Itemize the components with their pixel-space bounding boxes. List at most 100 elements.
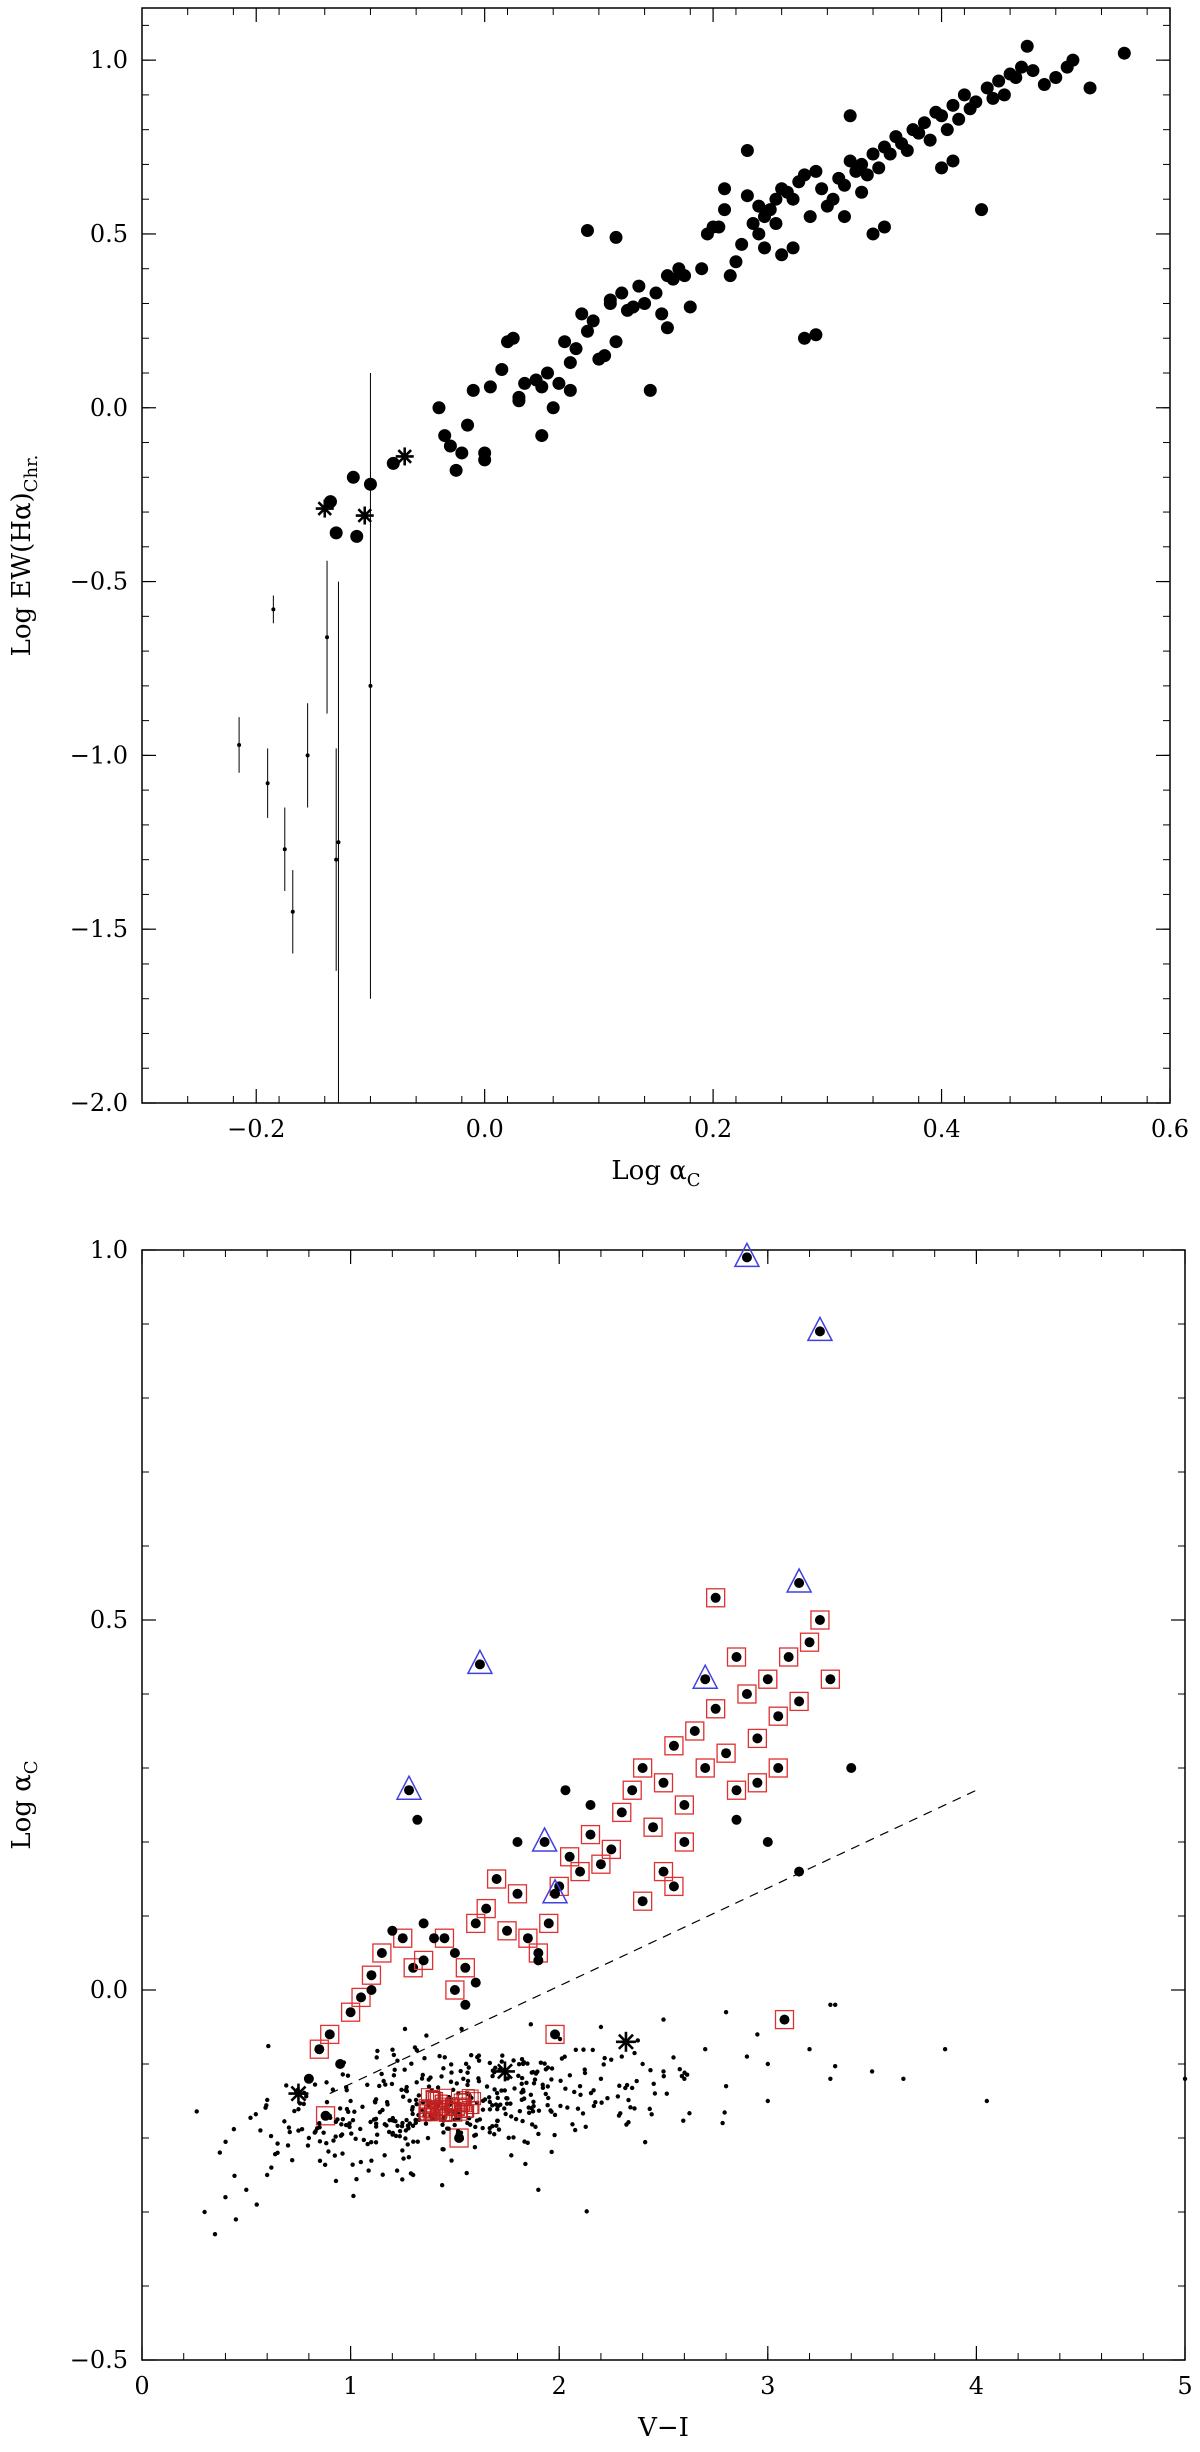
data-point: [400, 2177, 405, 2182]
data-point: [804, 1637, 815, 1648]
data-point: [460, 1999, 471, 2010]
data-point: [493, 2102, 499, 2107]
data-point: [577, 2084, 583, 2089]
data-point: [497, 2067, 502, 2072]
asterisk-marker: [494, 2061, 515, 2082]
data-point: [575, 2106, 581, 2111]
plot-frame: [141, 1249, 1186, 2361]
y-axis-title-main: Log α: [7, 1774, 37, 1849]
series-small-dot: [194, 2002, 1188, 2237]
y-tick-label: −0.5: [70, 2346, 128, 2374]
data-point: [498, 2102, 503, 2107]
data-point: [825, 1674, 836, 1685]
data-point: [582, 2070, 588, 2076]
data-point: [439, 1933, 450, 1944]
x-tick-label: −0.2: [227, 1115, 285, 1143]
data-point: [752, 1777, 763, 1788]
data-point: [512, 2086, 517, 2091]
data-point: [563, 383, 577, 397]
series-filled-circle: [323, 39, 1131, 543]
data-point: [731, 1785, 742, 1796]
data-point: [549, 2077, 554, 2082]
data-point: [299, 2126, 305, 2132]
data-point: [217, 2150, 223, 2155]
data-point: [883, 147, 897, 161]
data-point: [562, 2054, 567, 2059]
data-point: [570, 2122, 575, 2127]
data-point: [569, 342, 583, 356]
data-point: [765, 2098, 770, 2104]
data-point: [647, 2106, 652, 2112]
data-point: [269, 2165, 274, 2170]
data-point: [595, 1859, 606, 1870]
x-tick-label: 5: [1177, 2372, 1192, 2400]
data-point: [404, 2117, 409, 2123]
data-point: [306, 2135, 312, 2141]
data-point: [414, 2080, 419, 2085]
data-point: [317, 2139, 323, 2144]
data-point: [492, 2132, 497, 2137]
data-point: [735, 237, 749, 251]
data-point: [410, 2111, 415, 2117]
data-point: [465, 2078, 471, 2084]
data-point: [258, 2128, 263, 2133]
data-point: [426, 2084, 432, 2089]
data-point: [536, 2187, 541, 2192]
red-square-marker: [685, 1721, 705, 1741]
data-point: [901, 2076, 906, 2081]
data-point: [723, 269, 737, 283]
data-point: [517, 2108, 523, 2114]
red-square-marker: [432, 2105, 446, 2119]
data-point: [603, 296, 617, 310]
data-point: [368, 2119, 373, 2125]
data-point: [413, 2097, 419, 2103]
data-point: [710, 1703, 721, 1714]
data-point: [466, 383, 480, 397]
data-point: [314, 2044, 325, 2055]
blue-triangle-marker: [806, 1315, 834, 1342]
data-point: [703, 2047, 708, 2052]
red-square-marker: [309, 2039, 329, 2059]
data-point: [386, 456, 400, 470]
data-point: [1083, 81, 1097, 95]
data-point: [624, 2082, 630, 2088]
x-axis-title: V−I: [637, 2413, 689, 2443]
data-point: [439, 2074, 444, 2079]
data-point: [464, 2170, 469, 2176]
data-point: [474, 1659, 485, 1670]
data-point: [516, 2061, 522, 2067]
data-point: [284, 2083, 289, 2088]
data-point: [581, 2047, 586, 2052]
x-axis-title: Log αC: [611, 1156, 700, 1191]
data-point: [314, 2126, 320, 2131]
data-point: [223, 2195, 228, 2200]
data-point: [563, 356, 577, 370]
data-point: [435, 2085, 441, 2090]
data-point: [265, 781, 270, 786]
red-square-marker: [486, 1869, 507, 1889]
data-point: [542, 2061, 547, 2066]
data-point: [232, 2173, 237, 2178]
data-point: [248, 2115, 253, 2121]
data-point: [855, 185, 869, 199]
data-point: [740, 144, 754, 158]
data-point: [518, 376, 532, 390]
data-point: [980, 81, 994, 95]
data-point: [405, 2142, 410, 2147]
series-dot-in-blue-triangle: [395, 1241, 834, 1904]
data-point: [649, 2112, 654, 2117]
data-point: [449, 1948, 460, 1958]
data-point: [580, 2111, 586, 2116]
data-point: [797, 331, 811, 345]
data-point: [563, 2086, 568, 2091]
data-point: [997, 88, 1011, 102]
red-square-marker: [445, 2097, 459, 2111]
data-point: [524, 2080, 529, 2086]
data-point: [533, 2124, 538, 2130]
data-point: [382, 2122, 387, 2127]
data-point: [505, 2076, 510, 2081]
data-point: [755, 2032, 760, 2037]
data-point: [491, 1874, 502, 1884]
red-square-marker: [423, 2105, 437, 2119]
data-point: [473, 2124, 478, 2130]
